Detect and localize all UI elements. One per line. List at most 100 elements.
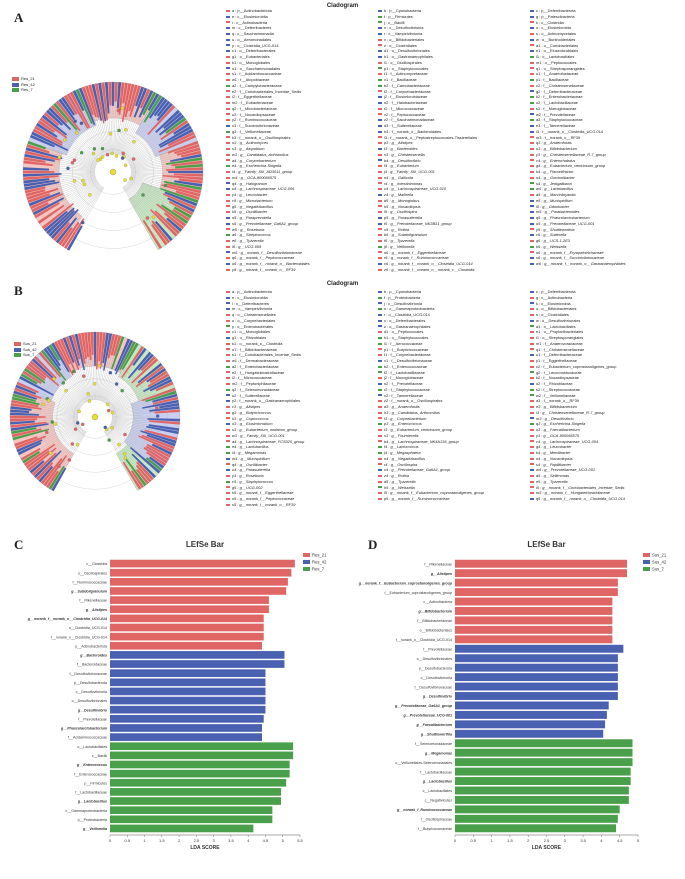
taxa-color-marker: [226, 296, 230, 299]
taxa-color-marker: [226, 61, 230, 64]
taxa-color-marker: [530, 474, 534, 477]
taxa-entry: v6 : g__norank_f__norank_o__Clostridia_U…: [378, 261, 477, 267]
cladogram-branch: [97, 362, 104, 401]
taxa-entry: e6 : g__Tyzzerella: [226, 238, 310, 244]
cladogram-branch: [67, 183, 100, 212]
cladogram-branch: [111, 417, 148, 420]
cladogram-branch: [129, 179, 164, 195]
taxa-entry: z2 : f__Saccharimonadaceae: [378, 117, 477, 123]
taxa-color-marker: [378, 497, 382, 500]
taxa-entry: l3 : g__Corynebacterium: [378, 416, 484, 422]
cladogram-branch: [73, 362, 89, 402]
clade-leaf: [175, 163, 203, 169]
clade-node: [123, 452, 127, 456]
taxa-label: g1 : o__Rhizobiales: [232, 335, 267, 340]
cladogram-branch: [122, 122, 145, 157]
taxa-label: n6 : g__norank_f__Eggerthellaceae: [384, 249, 446, 255]
taxa-color-marker: [530, 411, 534, 414]
taxa-label: e1 : o__Elusimicrobiales: [536, 48, 579, 54]
taxa-label: f4 : g__Lactococcus: [384, 444, 419, 450]
clade-leaf: [159, 128, 194, 148]
taxa-color-marker: [530, 359, 534, 362]
taxa-entry: k2 : f__Enterobacteriaceae: [530, 94, 626, 100]
taxa-color-marker: [530, 32, 534, 35]
bar-label: g__Lactobacillus: [77, 800, 107, 804]
taxa-color-marker: [378, 400, 382, 403]
bar-label: g__norank_f_Ruminococcaceae: [396, 808, 452, 812]
taxa-color-marker: [530, 463, 534, 466]
taxa-entry: q1 : o__Streptosporangiales: [530, 66, 626, 72]
taxa-entry: o4 : g__Nocardiopsis: [530, 456, 625, 462]
taxa-entry: g6 : g__UCS-1-2E3: [530, 238, 626, 244]
taxa-entry: f2 : f__Corynebacteriaceae: [378, 89, 477, 95]
clade-leaf: [166, 167, 203, 171]
clade-node: [48, 451, 53, 455]
taxa-label: p3 : g__Enterococcus: [384, 421, 422, 427]
taxa-entry: a : p__Actinobacteriota: [226, 289, 304, 295]
taxa-entry: n2 : f__Prevotellaceae: [378, 381, 484, 387]
clade-leaf: [24, 153, 55, 162]
panel-a-legend: Res_21 Res_42 Res_7: [12, 76, 35, 93]
taxa-entry: n4 : g__Negativibacillus: [378, 456, 484, 462]
cladogram-branch: [123, 186, 149, 225]
clade-leaf: [23, 160, 53, 167]
cladogram-branch: [71, 186, 103, 228]
taxa-entry: s6 : g__norank_f__Succinivibrionaceae: [530, 255, 626, 261]
cladogram-branch: [127, 182, 162, 206]
taxa-label: k4 : g__Flavonifractor: [536, 169, 574, 174]
clade-leaf: [14, 436, 38, 447]
lda-bar: [455, 673, 618, 682]
taxa-entry: h5 : g__Nosardiopsis: [378, 204, 477, 210]
taxa-color-marker: [378, 325, 382, 328]
taxa-entry: r4 : g__Intestinimonas: [378, 181, 477, 187]
taxa-color-marker: [378, 342, 382, 345]
panel-b-label: B: [14, 283, 23, 298]
clade-leaf: [27, 140, 47, 150]
bar-label: f__Rikenellaceae: [424, 562, 452, 566]
taxa-entry: r2 : f__Micrococcaceae: [378, 106, 477, 112]
taxa-color-marker: [226, 313, 230, 316]
panel-b-cladogram: [9, 331, 181, 492]
legend-label: Sus_42: [23, 346, 37, 352]
taxa-entry: w1 : f__Atopobiaceae: [226, 77, 310, 83]
taxa-color-marker: [530, 251, 534, 254]
lda-bar: [455, 606, 613, 615]
taxa-entry: k4 : g__Merdibacter: [530, 450, 625, 456]
taxa-color-marker: [226, 497, 230, 500]
clade-node: [71, 369, 76, 374]
cladogram-branch: [76, 114, 104, 157]
clade-leaf: [53, 222, 71, 242]
taxa-label: b4 : g__Desulfovibrio: [384, 157, 421, 163]
clade-leaf: [167, 140, 199, 154]
lda-bar: [455, 692, 618, 700]
cladogram-branch: [111, 418, 150, 422]
taxa-label: a3 : f__norank_o__RF39: [536, 398, 580, 404]
clade-leaf: [63, 218, 85, 249]
cladogram-branch: [96, 361, 100, 401]
taxa-color-marker: [530, 234, 534, 237]
x-tick-label: 5: [637, 838, 640, 843]
panel-b-taxa-list: a : p__Actinobacteriota e : c__Elusimicro…: [226, 289, 681, 521]
clade-leaf: [16, 381, 39, 394]
cladogram-branch: [55, 174, 96, 181]
taxa-entry: m3 : g__Desulfovibrio: [530, 416, 625, 422]
taxa-label: d1 : o__Desulfovibrionales: [384, 48, 430, 54]
cladogram-branch: [92, 114, 108, 156]
taxa-label: c3 : g__Alistipes: [232, 404, 261, 409]
bar-label: g__norank_f__Eubacterium_coprostanoligen…: [358, 581, 453, 585]
taxa-entry: u4 : g__Lachnospiraceae_UCG-006: [226, 186, 310, 192]
taxa-entry: b2 : f__Carnobacteriaceae: [378, 83, 477, 89]
cladogram-branch: [124, 115, 158, 159]
taxa-color-marker: [226, 113, 230, 116]
taxa-label: m3 : g__Desulfovibrio: [536, 415, 574, 421]
taxa-label: z : o__Clostridiales: [384, 42, 417, 48]
x-tick-label: 1.5: [159, 838, 165, 843]
taxa-entry: u2 : f__Nocardiopsaceae: [226, 112, 310, 118]
bar-label: c__Bacilli: [92, 754, 107, 758]
taxa-color-marker: [226, 107, 230, 110]
clade-leaf: [61, 221, 80, 248]
cladogram-branch: [73, 114, 103, 158]
taxa-label: r4 : g__Intestinimonas: [384, 180, 423, 186]
taxa-color-marker: [530, 61, 534, 64]
taxa-label: g2 : f__Deferribacteraceae: [536, 88, 583, 94]
